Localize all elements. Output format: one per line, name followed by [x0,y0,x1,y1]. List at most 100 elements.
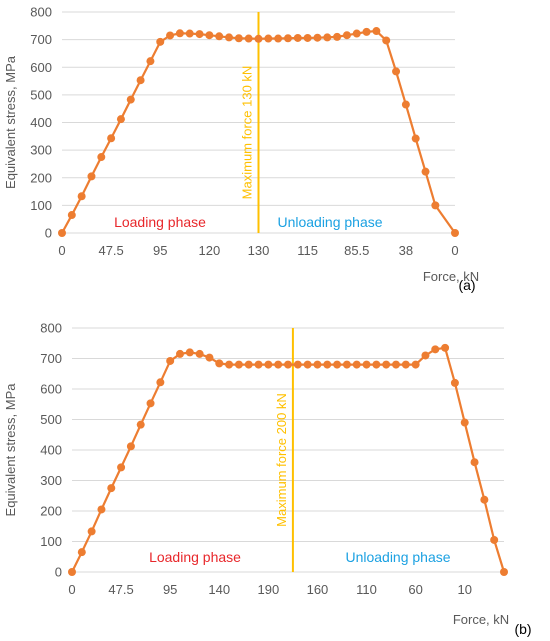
data-point [117,463,126,472]
x-tick-label: 0 [68,582,75,597]
data-point [254,360,263,369]
x-axis-title-b: Force, kN [453,612,509,627]
max-force-label-a: Maximum force 130 kN [240,66,255,200]
y-tick-label: 100 [40,534,62,549]
data-point [313,33,322,42]
data-point [136,76,145,85]
data-point [107,484,116,493]
data-point [392,67,401,76]
unloading-phase-label-b: Unloading phase [345,549,450,565]
x-tick-label: 0 [58,243,65,258]
data-point [362,27,371,36]
data-point [303,360,312,369]
data-point [431,345,440,354]
data-point [195,30,204,39]
y-tick-label: 700 [30,32,52,47]
data-point [333,360,342,369]
data-point [323,360,332,369]
chart-panel-a: 0 100 200 300 400 500 600 700 800 0 47.5 95 120 130 1… [3,5,479,294]
x-tick-label: 190 [258,582,280,597]
y-tick-label: 400 [40,443,62,458]
y-tick-label: 800 [40,321,62,336]
data-point [156,37,165,46]
data-point [401,100,410,109]
data-point [215,359,224,368]
data-point [195,349,204,358]
x-tick-label: 38 [399,243,413,258]
y-tick-label: 200 [40,504,62,519]
data-point [421,167,430,176]
loading-phase-label-b: Loading phase [149,549,241,565]
data-point [362,360,371,369]
data-point [205,31,214,40]
loading-phase-label-a: Loading phase [114,214,206,230]
y-tick-label: 300 [40,473,62,488]
y-tick-label: 600 [40,382,62,397]
data-point [136,420,145,429]
data-point [283,34,292,43]
data-point [450,378,459,387]
data-point [274,34,283,43]
x-tick-label: 140 [208,582,230,597]
x-tick-label: 115 [297,243,318,258]
data-point [372,360,381,369]
data-point [77,192,86,201]
y-tick-label: 100 [30,198,52,213]
x-tick-label: 60 [408,582,422,597]
x-tick-label: 0 [451,243,458,258]
chart-panel-b: 0 100 200 300 400 500 600 700 800 0 47.5 95 140 190 1… [3,321,532,638]
data-point [146,399,155,408]
data-point [372,27,381,36]
data-point [77,548,86,557]
data-point [68,568,76,576]
data-point [156,378,165,387]
unloading-phase-label-a: Unloading phase [277,214,382,230]
y-tick-label: 200 [30,170,52,185]
x-tick-label: 95 [163,582,177,597]
x-tick-labels-a: 0 47.5 95 120 130 115 85.5 38 0 [58,243,458,258]
x-tick-labels-b: 0 47.5 95 140 190 160 110 60 10 [68,582,472,597]
data-point [116,115,125,124]
data-point [382,36,391,45]
data-point [470,458,479,467]
data-point [215,32,224,41]
data-point [175,29,184,38]
data-point [431,201,440,210]
x-tick-label: 130 [248,243,270,258]
data-point [411,134,420,143]
data-point [293,33,302,42]
data-point [185,29,194,38]
y-tick-label: 0 [45,226,52,241]
data-point [303,33,312,42]
y-tick-label: 600 [30,60,52,75]
data-point [97,505,106,514]
y-tick-label: 400 [30,115,52,130]
data-point [67,211,76,220]
data-point [342,31,351,40]
data-point [166,356,175,365]
data-point [244,360,253,369]
max-force-label-b: Maximum force 200 kN [274,393,289,527]
data-point [392,360,400,369]
data-point [225,360,234,369]
x-tick-label: 10 [457,582,471,597]
y-tick-label: 500 [30,87,52,102]
data-point [421,351,430,360]
data-point [234,360,243,369]
y-tick-label: 700 [40,351,62,366]
data-point [185,348,194,357]
data-point [284,360,292,369]
x-tick-label: 120 [199,243,221,258]
x-tick-label: 47.5 [98,243,123,258]
data-point [323,33,332,42]
data-point [264,360,273,369]
series-markers-b [68,343,508,576]
data-point [293,360,302,369]
y-axis-title-b: Equivalent stress, MPa [3,383,18,517]
grid-lines-b [72,327,504,573]
data-point [342,360,351,369]
data-point [411,360,420,369]
data-point [490,535,499,544]
y-axis-title-a: Equivalent stress, MPa [3,55,18,189]
